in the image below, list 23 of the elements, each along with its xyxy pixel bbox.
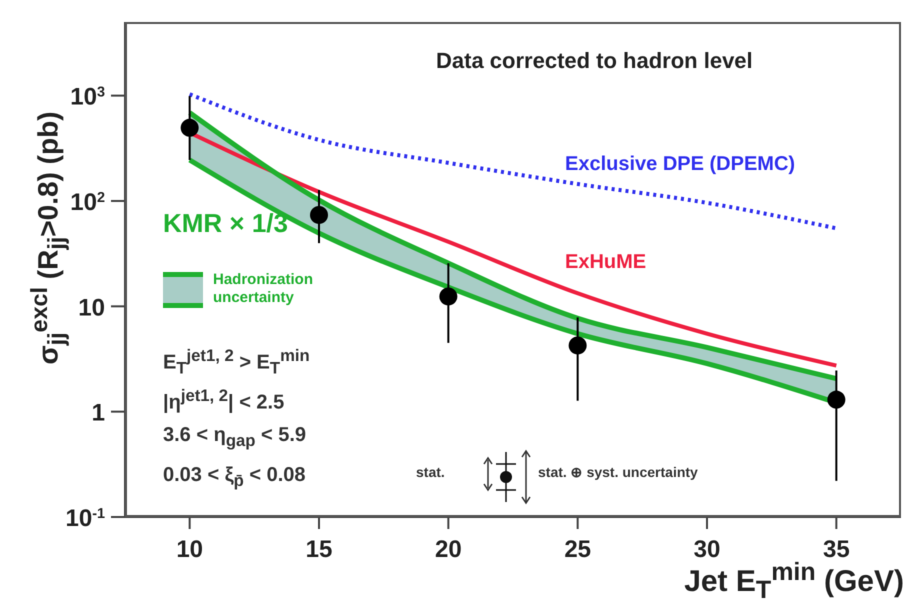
series-label: Exclusive DPE (DPEMC) bbox=[565, 153, 796, 176]
annotation: stat. bbox=[416, 464, 445, 480]
annotation: Hadronization uncertainty bbox=[213, 271, 313, 307]
point bbox=[568, 336, 587, 354]
annotation: |η$^{jet1, 2}$| < 2.5 bbox=[163, 386, 284, 415]
annotation: 3.6 < η$_{gap}$ < 5.9 bbox=[163, 424, 306, 451]
point bbox=[310, 206, 328, 224]
point bbox=[827, 390, 846, 409]
annotation: stat. ⊕ syst. uncertainty bbox=[538, 464, 698, 480]
series-label: ExHuME bbox=[565, 251, 646, 274]
y-tick-label: 10$^{3}$ bbox=[70, 84, 105, 111]
annotation: 0.03 < ξ$_{p̄}$ < 0.08 bbox=[163, 464, 306, 491]
x-tick-label: 10 bbox=[176, 536, 204, 563]
x-tick-label: 25 bbox=[564, 536, 592, 563]
point bbox=[439, 287, 458, 306]
x-tick-label: 20 bbox=[434, 536, 462, 563]
point bbox=[180, 118, 199, 137]
y-tick-label: 10 bbox=[78, 294, 105, 322]
y-tick-label: 1 bbox=[92, 400, 105, 427]
annotation: Data corrected to hadron level bbox=[436, 48, 753, 74]
y-tick-label: 10$^{2}$ bbox=[70, 188, 105, 216]
y-tick-label: 10$^{-1}$ bbox=[66, 505, 105, 532]
x-tick-label: 15 bbox=[306, 536, 332, 563]
